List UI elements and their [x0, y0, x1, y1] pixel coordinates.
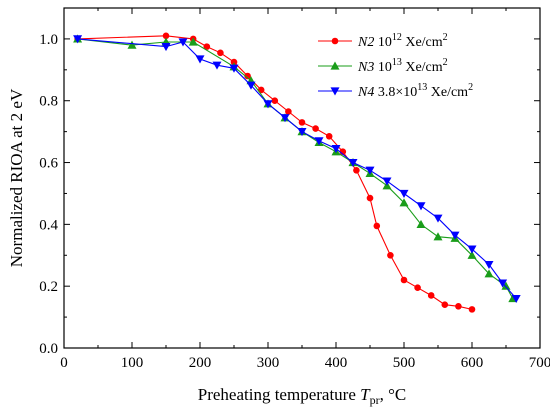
- x-tick-label: 500: [393, 355, 416, 371]
- data-point-N2: [400, 276, 408, 284]
- legend-entry-N4: N4 3.8×1013 Xe/cm2: [318, 82, 473, 100]
- series-line-N3: [77, 38, 514, 299]
- data-point-N4: [399, 189, 409, 198]
- series-N3: [73, 34, 518, 303]
- data-point-N4: [212, 61, 222, 70]
- data-point-N4: [365, 166, 375, 175]
- x-tick-label: 300: [257, 355, 280, 371]
- plot-frame: [63, 7, 541, 349]
- data-point-N2: [353, 166, 360, 174]
- data-point-N2: [230, 58, 238, 66]
- data-point-N4: [263, 100, 273, 109]
- data-point-N2: [373, 222, 381, 230]
- data-point-N4: [498, 279, 508, 288]
- tick-labels: 0 100 200 300 400 500 600 700 0.0 0.2 0.4 0.6 0.8 1.0: [39, 32, 550, 371]
- data-point-N2: [312, 125, 319, 132]
- data-point-N4: [246, 81, 256, 90]
- data-point-N2: [217, 49, 224, 57]
- data-point-N2: [162, 32, 170, 40]
- data-point-N2: [427, 292, 435, 299]
- x-axis-label-prefix: Preheating temperature: [198, 385, 360, 404]
- legend-label-N2: N2 1012 Xe/cm2: [357, 32, 448, 50]
- x-tick-label: 700: [529, 355, 550, 371]
- data-point-N4: [73, 35, 83, 44]
- data-point-N2: [455, 302, 462, 310]
- series-line-N2: [77, 35, 473, 310]
- legend-label-N3: N3 1013 Xe/cm2: [357, 57, 448, 75]
- x-axis-label-var: T: [360, 385, 371, 404]
- legend-marker-N4: [330, 87, 340, 96]
- data-point-N2: [285, 108, 292, 115]
- data-point-N3: [127, 40, 137, 49]
- data-point-N3: [467, 250, 477, 259]
- data-point-N2: [271, 97, 279, 105]
- y-tick-label: 1.0: [39, 32, 58, 48]
- data-point-N2: [468, 306, 476, 313]
- y-tick-label: 0.0: [39, 341, 58, 357]
- legend: N2 1012 Xe/cm2 N3 1013 Xe/cm2 N4 3.8×1013 …: [318, 32, 473, 100]
- data-point-N4: [382, 177, 392, 186]
- y-axis-label: Normalized RIOA at 2 eV: [7, 88, 26, 267]
- data-point-N4: [178, 38, 188, 47]
- data-point-N2: [441, 301, 449, 309]
- data-point-N4: [348, 158, 358, 168]
- data-point-N4: [484, 260, 494, 270]
- legend-entry-N2: N2 1012 Xe/cm2: [318, 32, 448, 50]
- data-point-N4: [297, 128, 307, 137]
- data-point-N4: [331, 145, 341, 154]
- data-point-N3: [484, 269, 494, 278]
- data-point-N4: [511, 294, 521, 304]
- data-point-N2: [387, 251, 394, 259]
- data-point-N4: [416, 202, 426, 211]
- series-layer: [73, 32, 521, 313]
- data-point-N2: [366, 194, 374, 202]
- axis-ticks: [63, 7, 541, 349]
- series-N2: [74, 32, 476, 313]
- y-tick-label: 0.4: [39, 217, 58, 233]
- data-point-N2: [298, 119, 306, 126]
- x-axis-label: Preheating temperature Tpr, °C: [198, 385, 406, 407]
- series-N4: [73, 35, 521, 304]
- data-point-N3: [416, 219, 426, 228]
- data-point-N3: [433, 232, 443, 241]
- data-point-N2: [414, 284, 421, 292]
- data-point-N4: [467, 245, 477, 254]
- x-tick-label: 400: [325, 355, 348, 371]
- data-point-N3: [188, 37, 198, 46]
- y-tick-label: 0.8: [39, 94, 58, 110]
- legend-label-N4: N4 3.8×1013 Xe/cm2: [357, 82, 473, 100]
- x-tick-label: 100: [121, 355, 144, 371]
- legend-marker-N2: [331, 37, 339, 45]
- data-point-N4: [229, 64, 239, 73]
- x-tick-label: 600: [461, 355, 484, 371]
- y-tick-label: 0.2: [39, 279, 58, 295]
- data-point-N4: [161, 43, 171, 52]
- legend-marker-N3: [330, 61, 340, 70]
- data-point-N2: [203, 43, 211, 50]
- data-point-N3: [501, 281, 511, 290]
- data-point-N4: [314, 137, 324, 146]
- x-axis-label-suffix: , °C: [380, 385, 407, 404]
- data-point-N4: [195, 55, 205, 64]
- series-line-N4: [77, 38, 517, 299]
- data-point-N3: [399, 198, 409, 207]
- x-axis-label-sub: pr: [370, 393, 380, 407]
- data-point-N4: [280, 114, 290, 123]
- x-tick-label: 0: [60, 355, 68, 371]
- x-tick-label: 200: [189, 355, 212, 371]
- data-point-N2: [325, 132, 333, 140]
- legend-entry-N3: N3 1013 Xe/cm2: [318, 57, 448, 75]
- data-point-N4: [450, 231, 460, 240]
- data-point-N4: [433, 214, 443, 223]
- y-tick-label: 0.6: [39, 156, 58, 172]
- data-point-N2: [244, 72, 251, 80]
